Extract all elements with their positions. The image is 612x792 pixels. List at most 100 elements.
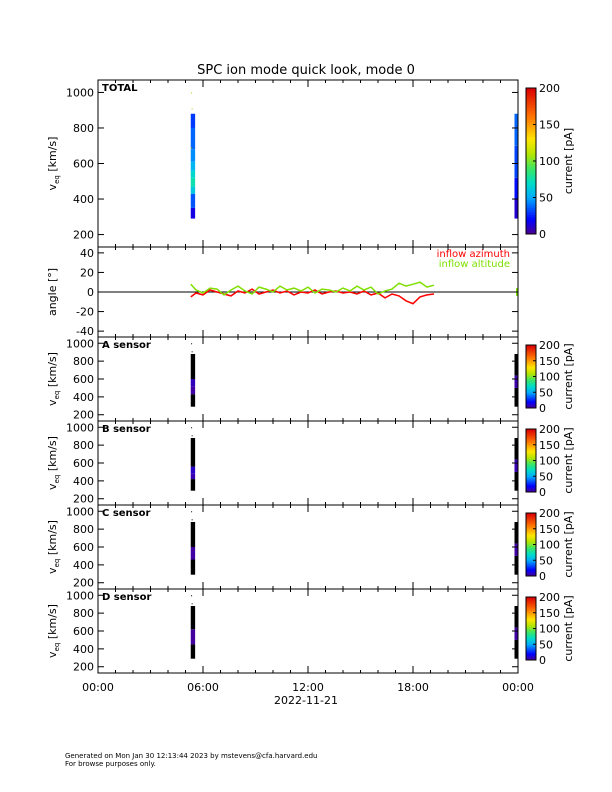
colorbar-swatch (526, 530, 536, 533)
colorbar-swatch (526, 639, 536, 641)
colorbar-swatch (526, 549, 536, 552)
colorbar-swatch (526, 192, 536, 196)
colorbar-swatch (526, 637, 536, 640)
data-speck (191, 343, 193, 345)
colorbar-swatch (526, 541, 536, 543)
chart-title: SPC ion mode quick look, mode 0 (197, 63, 415, 78)
colorbar-swatch (526, 611, 536, 614)
colorbar-swatch (526, 231, 536, 235)
colorbar-swatch (526, 645, 536, 647)
colorbar-swatch (526, 389, 536, 391)
colorbar-swatch (526, 139, 536, 143)
y-tick-label: 1000 (66, 86, 94, 99)
colorbar-swatch (526, 88, 536, 91)
data-speck (191, 519, 193, 521)
heatmap-cell (190, 473, 196, 480)
colorbar-swatch (526, 547, 536, 550)
colorbar-swatch (526, 146, 536, 150)
colorbar-tick-label: 0 (539, 228, 546, 241)
colorbar-swatch (526, 378, 536, 381)
colorbar-swatch (526, 446, 536, 449)
colorbar-swatch (526, 636, 536, 639)
colorbar-swatch (526, 561, 536, 563)
colorbar-swatch (526, 112, 536, 116)
panel-frame (97, 79, 519, 248)
colorbar-swatch (526, 598, 536, 600)
heatmap-cell (514, 353, 518, 376)
colorbar-swatch (526, 209, 536, 213)
colorbar-swatch (526, 387, 536, 389)
colorbar-swatch (526, 153, 536, 157)
colorbar-swatch (526, 390, 536, 392)
colorbar-swatch (526, 447, 536, 450)
colorbar-swatch (526, 402, 536, 405)
colorbar-swatch (526, 614, 536, 617)
colorbar-tick-label: 0 (539, 486, 546, 499)
colorbar-swatch (526, 516, 536, 518)
footer-generated-line: Generated on Mon Jan 30 12:13:44 2023 by… (65, 752, 318, 760)
colorbar-swatch (526, 432, 536, 434)
colorbar-swatch (526, 168, 536, 172)
heatmap-cell (190, 644, 196, 659)
colorbar-swatch (526, 536, 536, 538)
colorbar-swatch (526, 358, 536, 361)
panel-label: B sensor (102, 424, 151, 435)
data-speck (191, 427, 193, 429)
colorbar-swatch (526, 482, 536, 485)
colorbar-swatch (526, 439, 536, 442)
colorbar-swatch (526, 528, 536, 531)
colorbar-swatch (526, 513, 536, 515)
colorbar-tick-label: 150 (539, 119, 560, 132)
colorbar-swatch (526, 381, 536, 384)
colorbar-swatch (526, 623, 536, 625)
colorbar-swatch (526, 182, 536, 186)
colorbar-swatch (526, 134, 536, 138)
colorbar-swatch (526, 175, 536, 179)
colorbar-swatch (526, 523, 536, 526)
colorbar-swatch (526, 619, 536, 621)
colorbar-tick-label: 200 (539, 339, 560, 352)
colorbar-swatch (526, 622, 536, 624)
x-tick-label: 06:00 (187, 681, 219, 694)
y-axis-label-main: v (46, 567, 59, 574)
colorbar-swatch (526, 537, 536, 539)
y-axis-label: angle [°] (46, 268, 59, 316)
colorbar-tick-label: 100 (539, 623, 560, 636)
colorbar-swatch (526, 141, 536, 145)
series-line-inflow-azimuth (190, 288, 435, 305)
colorbar-swatch (526, 467, 536, 470)
colorbar-swatch (526, 525, 536, 528)
colorbar-swatch (526, 455, 536, 457)
colorbar-swatch (526, 362, 536, 365)
y-axis-label: veq [km/s] (46, 604, 61, 658)
colorbar-swatch (526, 603, 536, 605)
colorbar-swatch (526, 377, 536, 380)
colorbar-swatch (526, 216, 536, 220)
colorbar-swatch (526, 646, 536, 648)
panel-frame (97, 336, 519, 422)
legend-inflow-azimuth: inflow azimuth (437, 249, 510, 260)
data-speck (191, 147, 193, 149)
colorbar-swatch (526, 429, 536, 431)
colorbar-swatch (526, 214, 536, 218)
panel-frame (97, 420, 519, 506)
colorbar-swatch (526, 438, 536, 440)
heatmap-cell (190, 353, 196, 379)
colorbar-swatch (526, 627, 536, 629)
colorbar-swatch (526, 477, 536, 479)
colorbar-swatch (526, 488, 536, 491)
colorbar-swatch (526, 163, 536, 167)
heatmap-cell (514, 113, 518, 146)
colorbar-swatch (526, 364, 536, 367)
y-tick-label: 1000 (66, 421, 94, 434)
y-tick-label: 400 (73, 193, 94, 206)
data-speck (191, 622, 193, 624)
colorbar-tick-label: 50 (539, 386, 553, 399)
y-axis-label-unit: [km/s] (46, 137, 59, 176)
colorbar-swatch (526, 657, 536, 660)
y-axis-label-unit: [km/s] (46, 604, 59, 643)
y-axis-label: veq [km/s] (46, 137, 61, 191)
data-speck (191, 538, 193, 540)
heatmap-cell (190, 437, 196, 467)
